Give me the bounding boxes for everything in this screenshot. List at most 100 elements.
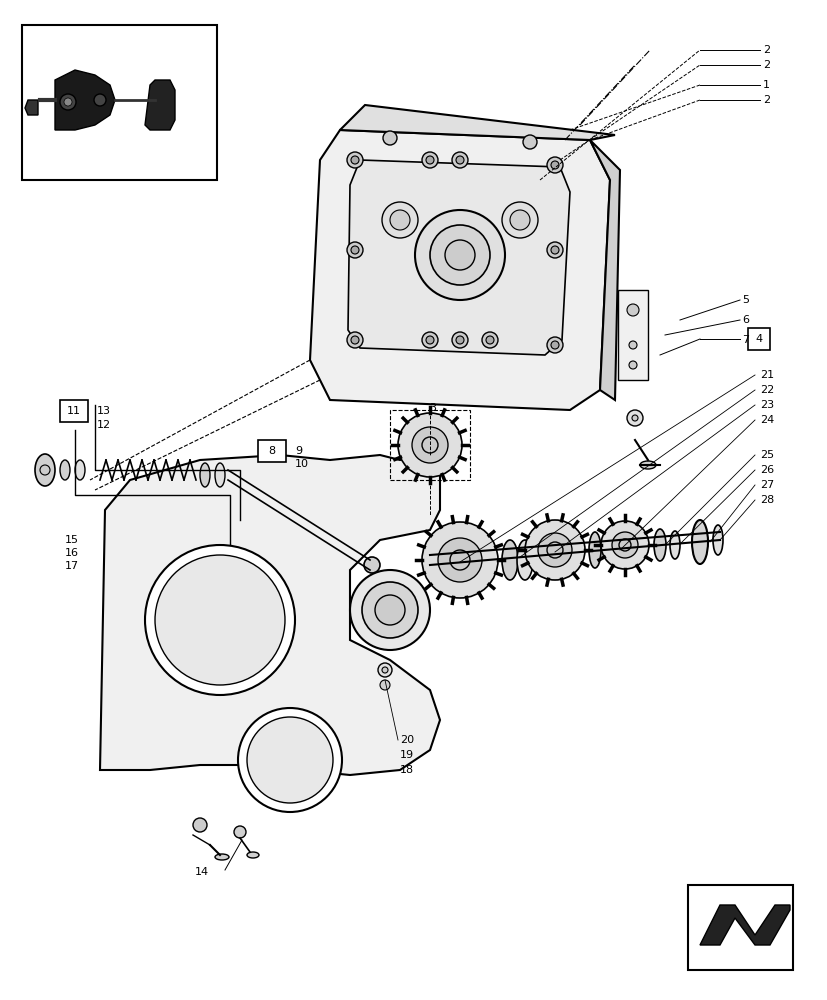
Circle shape	[422, 152, 437, 168]
Circle shape	[347, 152, 362, 168]
Bar	[747, 328, 769, 350]
Circle shape	[237, 708, 342, 812]
Polygon shape	[25, 100, 38, 115]
Text: 8: 8	[268, 446, 275, 456]
Circle shape	[629, 361, 636, 369]
Ellipse shape	[200, 463, 210, 487]
Circle shape	[351, 336, 359, 344]
Circle shape	[547, 337, 562, 353]
Circle shape	[390, 210, 409, 230]
Circle shape	[422, 332, 437, 348]
Text: 9: 9	[294, 446, 302, 456]
Polygon shape	[55, 70, 115, 130]
Circle shape	[547, 157, 562, 173]
Circle shape	[378, 663, 391, 677]
Text: 18: 18	[399, 765, 414, 775]
Text: 1: 1	[762, 80, 769, 90]
Ellipse shape	[639, 461, 655, 469]
Bar	[60, 400, 88, 422]
Ellipse shape	[588, 532, 600, 568]
Polygon shape	[699, 905, 789, 945]
Circle shape	[631, 415, 638, 421]
Polygon shape	[347, 160, 569, 355]
Text: 15: 15	[65, 535, 79, 545]
Text: 10: 10	[294, 459, 308, 469]
Circle shape	[626, 304, 638, 316]
Ellipse shape	[60, 460, 70, 480]
Circle shape	[485, 336, 494, 344]
Bar	[258, 440, 285, 462]
Ellipse shape	[75, 460, 85, 480]
Circle shape	[437, 538, 481, 582]
Circle shape	[425, 336, 433, 344]
Circle shape	[351, 156, 359, 164]
Circle shape	[550, 161, 558, 169]
Text: 27: 27	[759, 480, 773, 490]
Text: 7: 7	[741, 335, 748, 345]
Text: 2: 2	[762, 45, 769, 55]
Text: 13: 13	[97, 406, 111, 416]
Circle shape	[422, 437, 437, 453]
Circle shape	[64, 98, 72, 106]
Polygon shape	[309, 130, 609, 410]
Ellipse shape	[215, 854, 229, 860]
Text: 11: 11	[67, 406, 81, 416]
Circle shape	[380, 680, 390, 690]
Circle shape	[501, 202, 538, 238]
Circle shape	[412, 427, 447, 463]
Ellipse shape	[215, 463, 225, 487]
Circle shape	[509, 210, 529, 230]
Text: 22: 22	[759, 385, 773, 395]
Circle shape	[538, 533, 571, 567]
Circle shape	[452, 152, 467, 168]
Circle shape	[145, 545, 294, 695]
Text: 23: 23	[759, 400, 773, 410]
Circle shape	[547, 542, 562, 558]
Ellipse shape	[516, 540, 533, 580]
Circle shape	[155, 555, 284, 685]
Polygon shape	[590, 140, 619, 400]
Ellipse shape	[669, 531, 679, 559]
Circle shape	[383, 131, 396, 145]
Circle shape	[449, 550, 470, 570]
Text: 6: 6	[741, 315, 748, 325]
Circle shape	[429, 225, 490, 285]
Text: 19: 19	[399, 750, 414, 760]
Circle shape	[481, 332, 497, 348]
Circle shape	[364, 557, 380, 573]
Circle shape	[600, 521, 648, 569]
Circle shape	[452, 332, 467, 348]
Text: 5: 5	[741, 295, 748, 305]
Text: 20: 20	[399, 735, 414, 745]
Circle shape	[523, 135, 537, 149]
Bar	[687, 885, 792, 970]
Bar	[22, 25, 217, 180]
Circle shape	[456, 336, 463, 344]
Circle shape	[234, 826, 246, 838]
Ellipse shape	[653, 529, 665, 561]
Text: 2: 2	[762, 60, 769, 70]
Circle shape	[550, 246, 558, 254]
Polygon shape	[340, 105, 614, 140]
Circle shape	[550, 341, 558, 349]
Circle shape	[547, 242, 562, 258]
Circle shape	[398, 413, 461, 477]
Circle shape	[619, 539, 630, 551]
Circle shape	[351, 246, 359, 254]
Circle shape	[381, 202, 418, 238]
Circle shape	[425, 156, 433, 164]
Text: 25: 25	[759, 450, 773, 460]
Circle shape	[246, 717, 332, 803]
Text: 14: 14	[195, 867, 209, 877]
Circle shape	[456, 156, 463, 164]
Circle shape	[611, 532, 638, 558]
Text: 24: 24	[759, 415, 773, 425]
Text: 21: 21	[759, 370, 773, 380]
Ellipse shape	[501, 540, 518, 580]
Text: 16: 16	[65, 548, 79, 558]
Bar	[617, 290, 648, 380]
Circle shape	[422, 522, 497, 598]
Circle shape	[193, 818, 207, 832]
Circle shape	[444, 240, 475, 270]
Ellipse shape	[691, 520, 707, 564]
